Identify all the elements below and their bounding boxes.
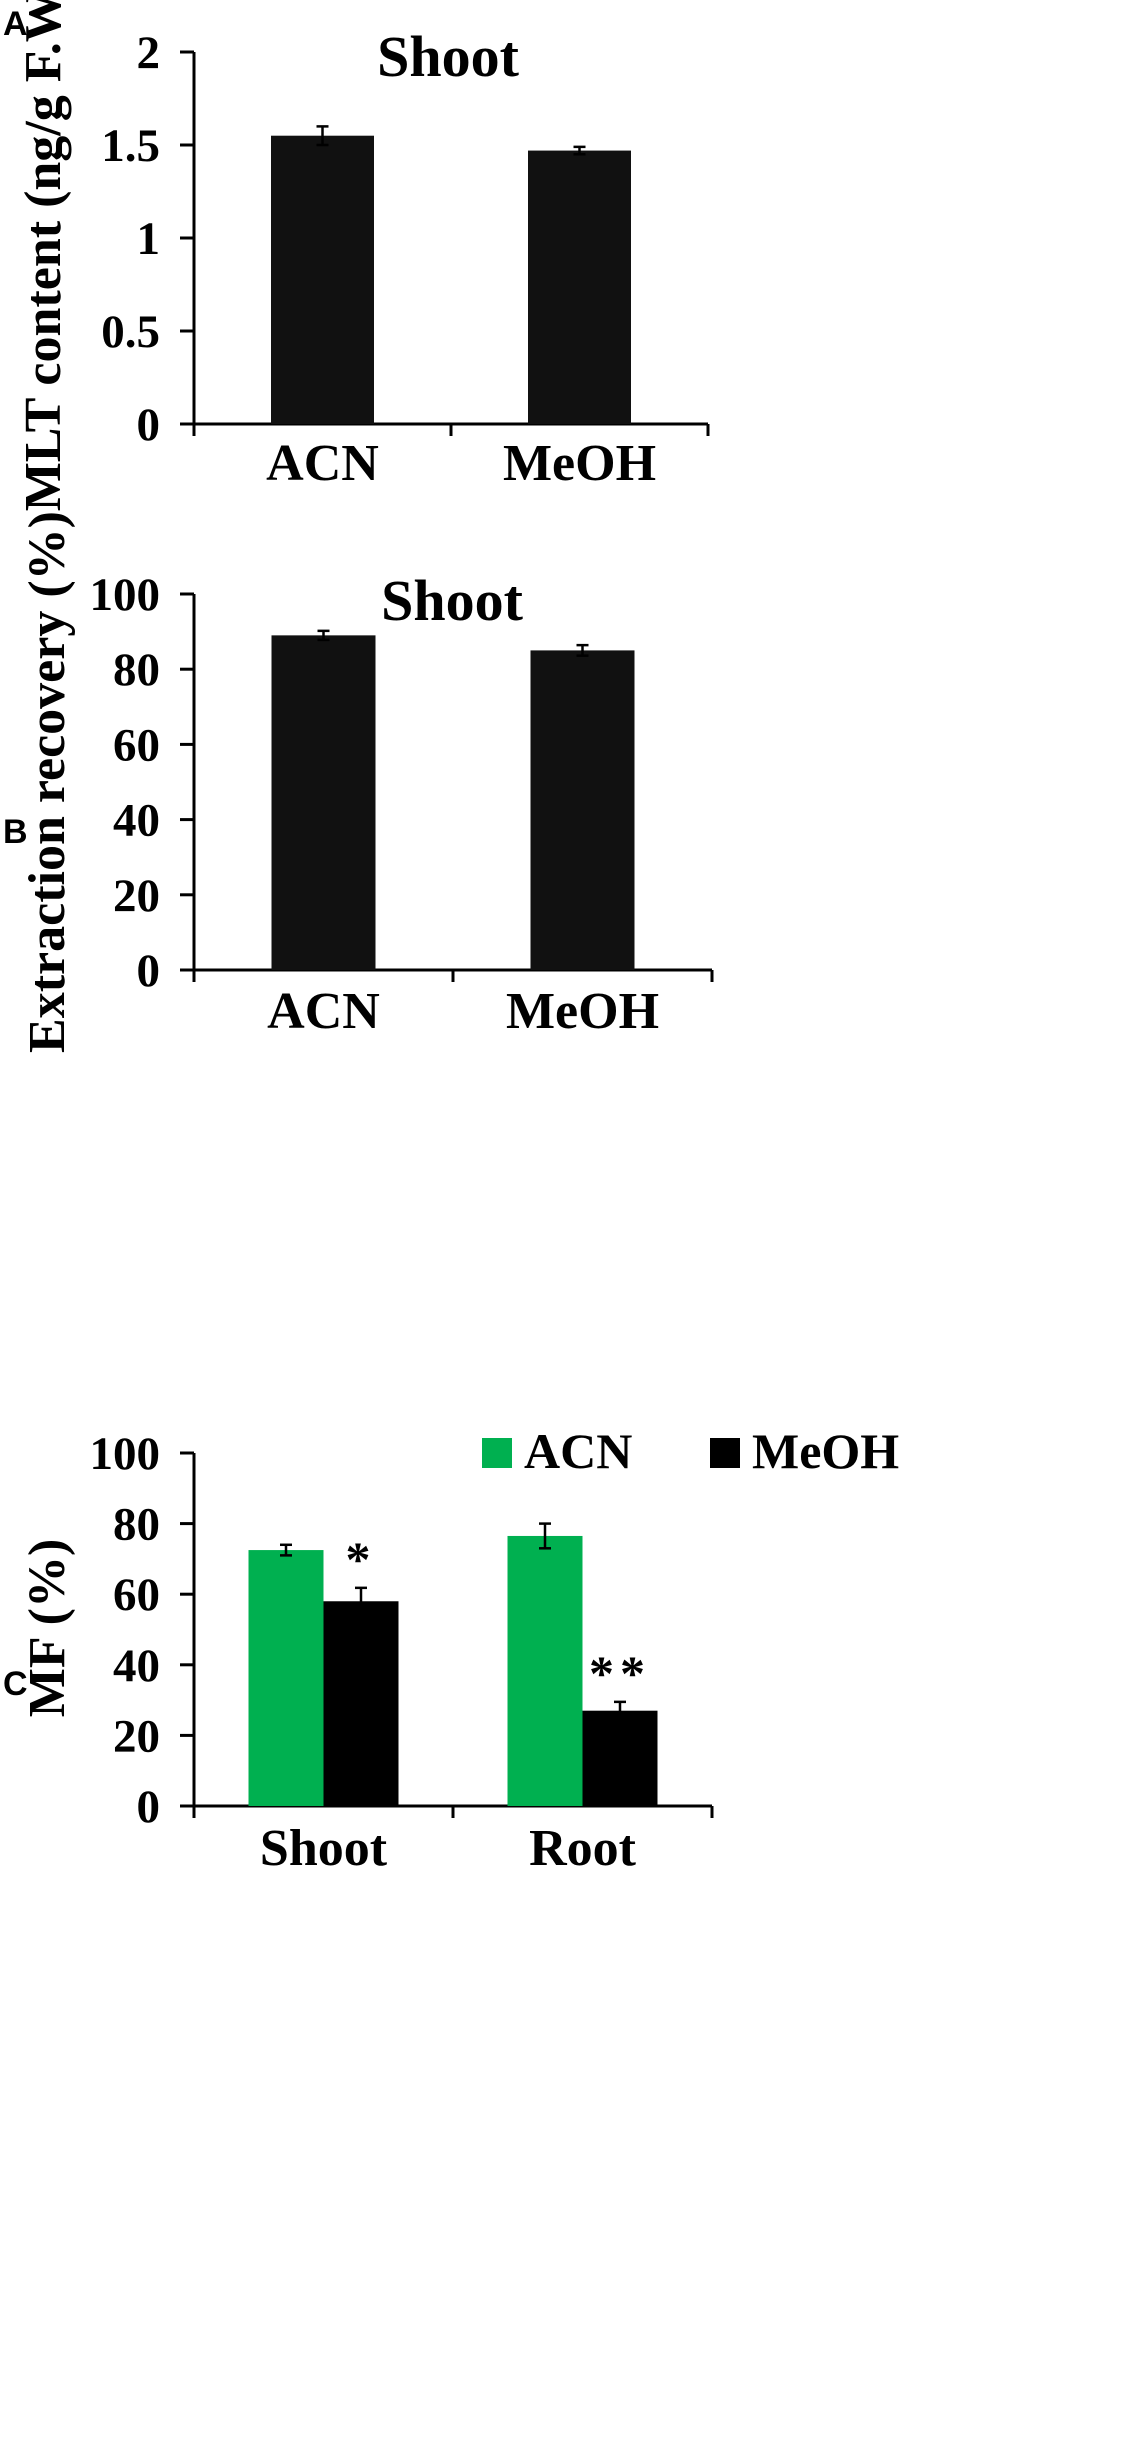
chart-b: 0 20 40 60 80 100 ACN MeOH Shoot Extraction recov…: [19, 511, 714, 1053]
bar: [323, 1601, 399, 1806]
x-category-label: MeOH: [506, 983, 659, 1040]
y-tick-label: 0.5: [101, 306, 160, 358]
x-category-label: ACN: [266, 435, 379, 492]
legend-label: MeOH: [752, 1423, 899, 1479]
chart-a: 0 0.5 1 1.5 2 ACN MeOH Shoot MLT content (ng/g F…: [15, 0, 710, 511]
y-tick-label: 2: [137, 27, 161, 79]
x-category-label: Shoot: [260, 1820, 388, 1877]
y-tick-label: 100: [90, 569, 161, 621]
y-tick-label: 80: [113, 1499, 160, 1551]
bar: [271, 135, 374, 424]
bar: [528, 150, 631, 424]
panel-letter-a: A: [3, 5, 28, 43]
panel-letter-b: B: [3, 813, 28, 851]
bar: [248, 1550, 324, 1806]
y-tick-label: 0: [137, 1781, 161, 1833]
legend-swatch: [710, 1438, 740, 1468]
y-tick-label: 0: [137, 945, 161, 997]
y-tick-label: 40: [113, 795, 160, 847]
panel-letter-c: C: [3, 1665, 28, 1703]
y-axis-label: MF (%): [19, 1539, 76, 1718]
y-tick-label: 0: [137, 399, 161, 451]
y-tick-label: 100: [90, 1428, 161, 1480]
y-tick-label: 1.5: [101, 120, 160, 172]
y-tick-label: 20: [113, 870, 160, 922]
x-category-label: MeOH: [503, 435, 656, 492]
x-category-label: ACN: [267, 983, 380, 1040]
bar: [271, 635, 376, 970]
chart-title: Shoot: [381, 568, 524, 633]
y-tick-label: 60: [113, 719, 160, 771]
y-tick-label: 1: [137, 213, 161, 265]
bar: [530, 650, 635, 970]
significance-annotation: **: [589, 1645, 651, 1701]
chart-title: Shoot: [377, 24, 520, 89]
y-axis-label: MLT content (ng/g F.W.): [15, 0, 72, 511]
legend-label: ACN: [524, 1423, 632, 1479]
y-tick-label: 80: [113, 644, 160, 696]
bar: [582, 1710, 658, 1806]
significance-annotation: *: [346, 1531, 377, 1587]
y-tick-label: 40: [113, 1640, 160, 1692]
legend-swatch: [482, 1438, 512, 1468]
y-axis-label: Extraction recovery (%): [19, 511, 76, 1053]
y-tick-label: 20: [113, 1710, 160, 1762]
y-tick-label: 60: [113, 1569, 160, 1621]
bar: [507, 1535, 583, 1806]
x-category-label: Root: [529, 1820, 637, 1877]
